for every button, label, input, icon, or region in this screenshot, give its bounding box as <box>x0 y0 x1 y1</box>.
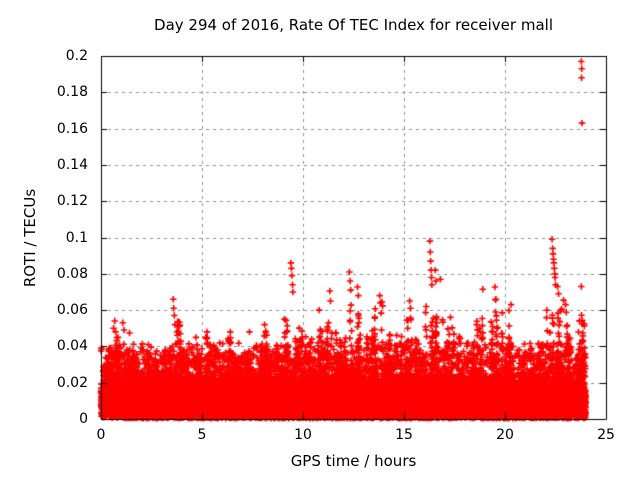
y-tick-label: 0.16 <box>56 120 88 137</box>
x-tick-label: 0 <box>96 427 106 443</box>
chart-title: Day 294 of 2016, Rate Of TEC Index for r… <box>154 16 553 34</box>
y-tick-label: 0 <box>79 411 88 427</box>
x-tick-label: 25 <box>597 427 615 443</box>
y-tick-label: 0.2 <box>65 48 88 64</box>
x-tick-label: 15 <box>395 427 413 443</box>
x-tick-label: 20 <box>496 427 514 443</box>
y-tick-label: 0.04 <box>56 338 88 355</box>
x-tick-label: 10 <box>294 427 312 443</box>
y-tick-label: 0.08 <box>56 265 88 282</box>
x-tick-label: 5 <box>197 427 207 443</box>
y-tick-label: 0.06 <box>56 302 88 319</box>
y-tick-label: 0.1 <box>65 229 88 246</box>
x-axis-label: GPS time / hours <box>290 452 417 470</box>
y-tick-label: 0.12 <box>56 193 88 210</box>
y-tick-label: 0.14 <box>56 156 88 173</box>
y-tick-label: 0.18 <box>56 84 88 101</box>
y-tick-label: 0.02 <box>56 374 88 391</box>
